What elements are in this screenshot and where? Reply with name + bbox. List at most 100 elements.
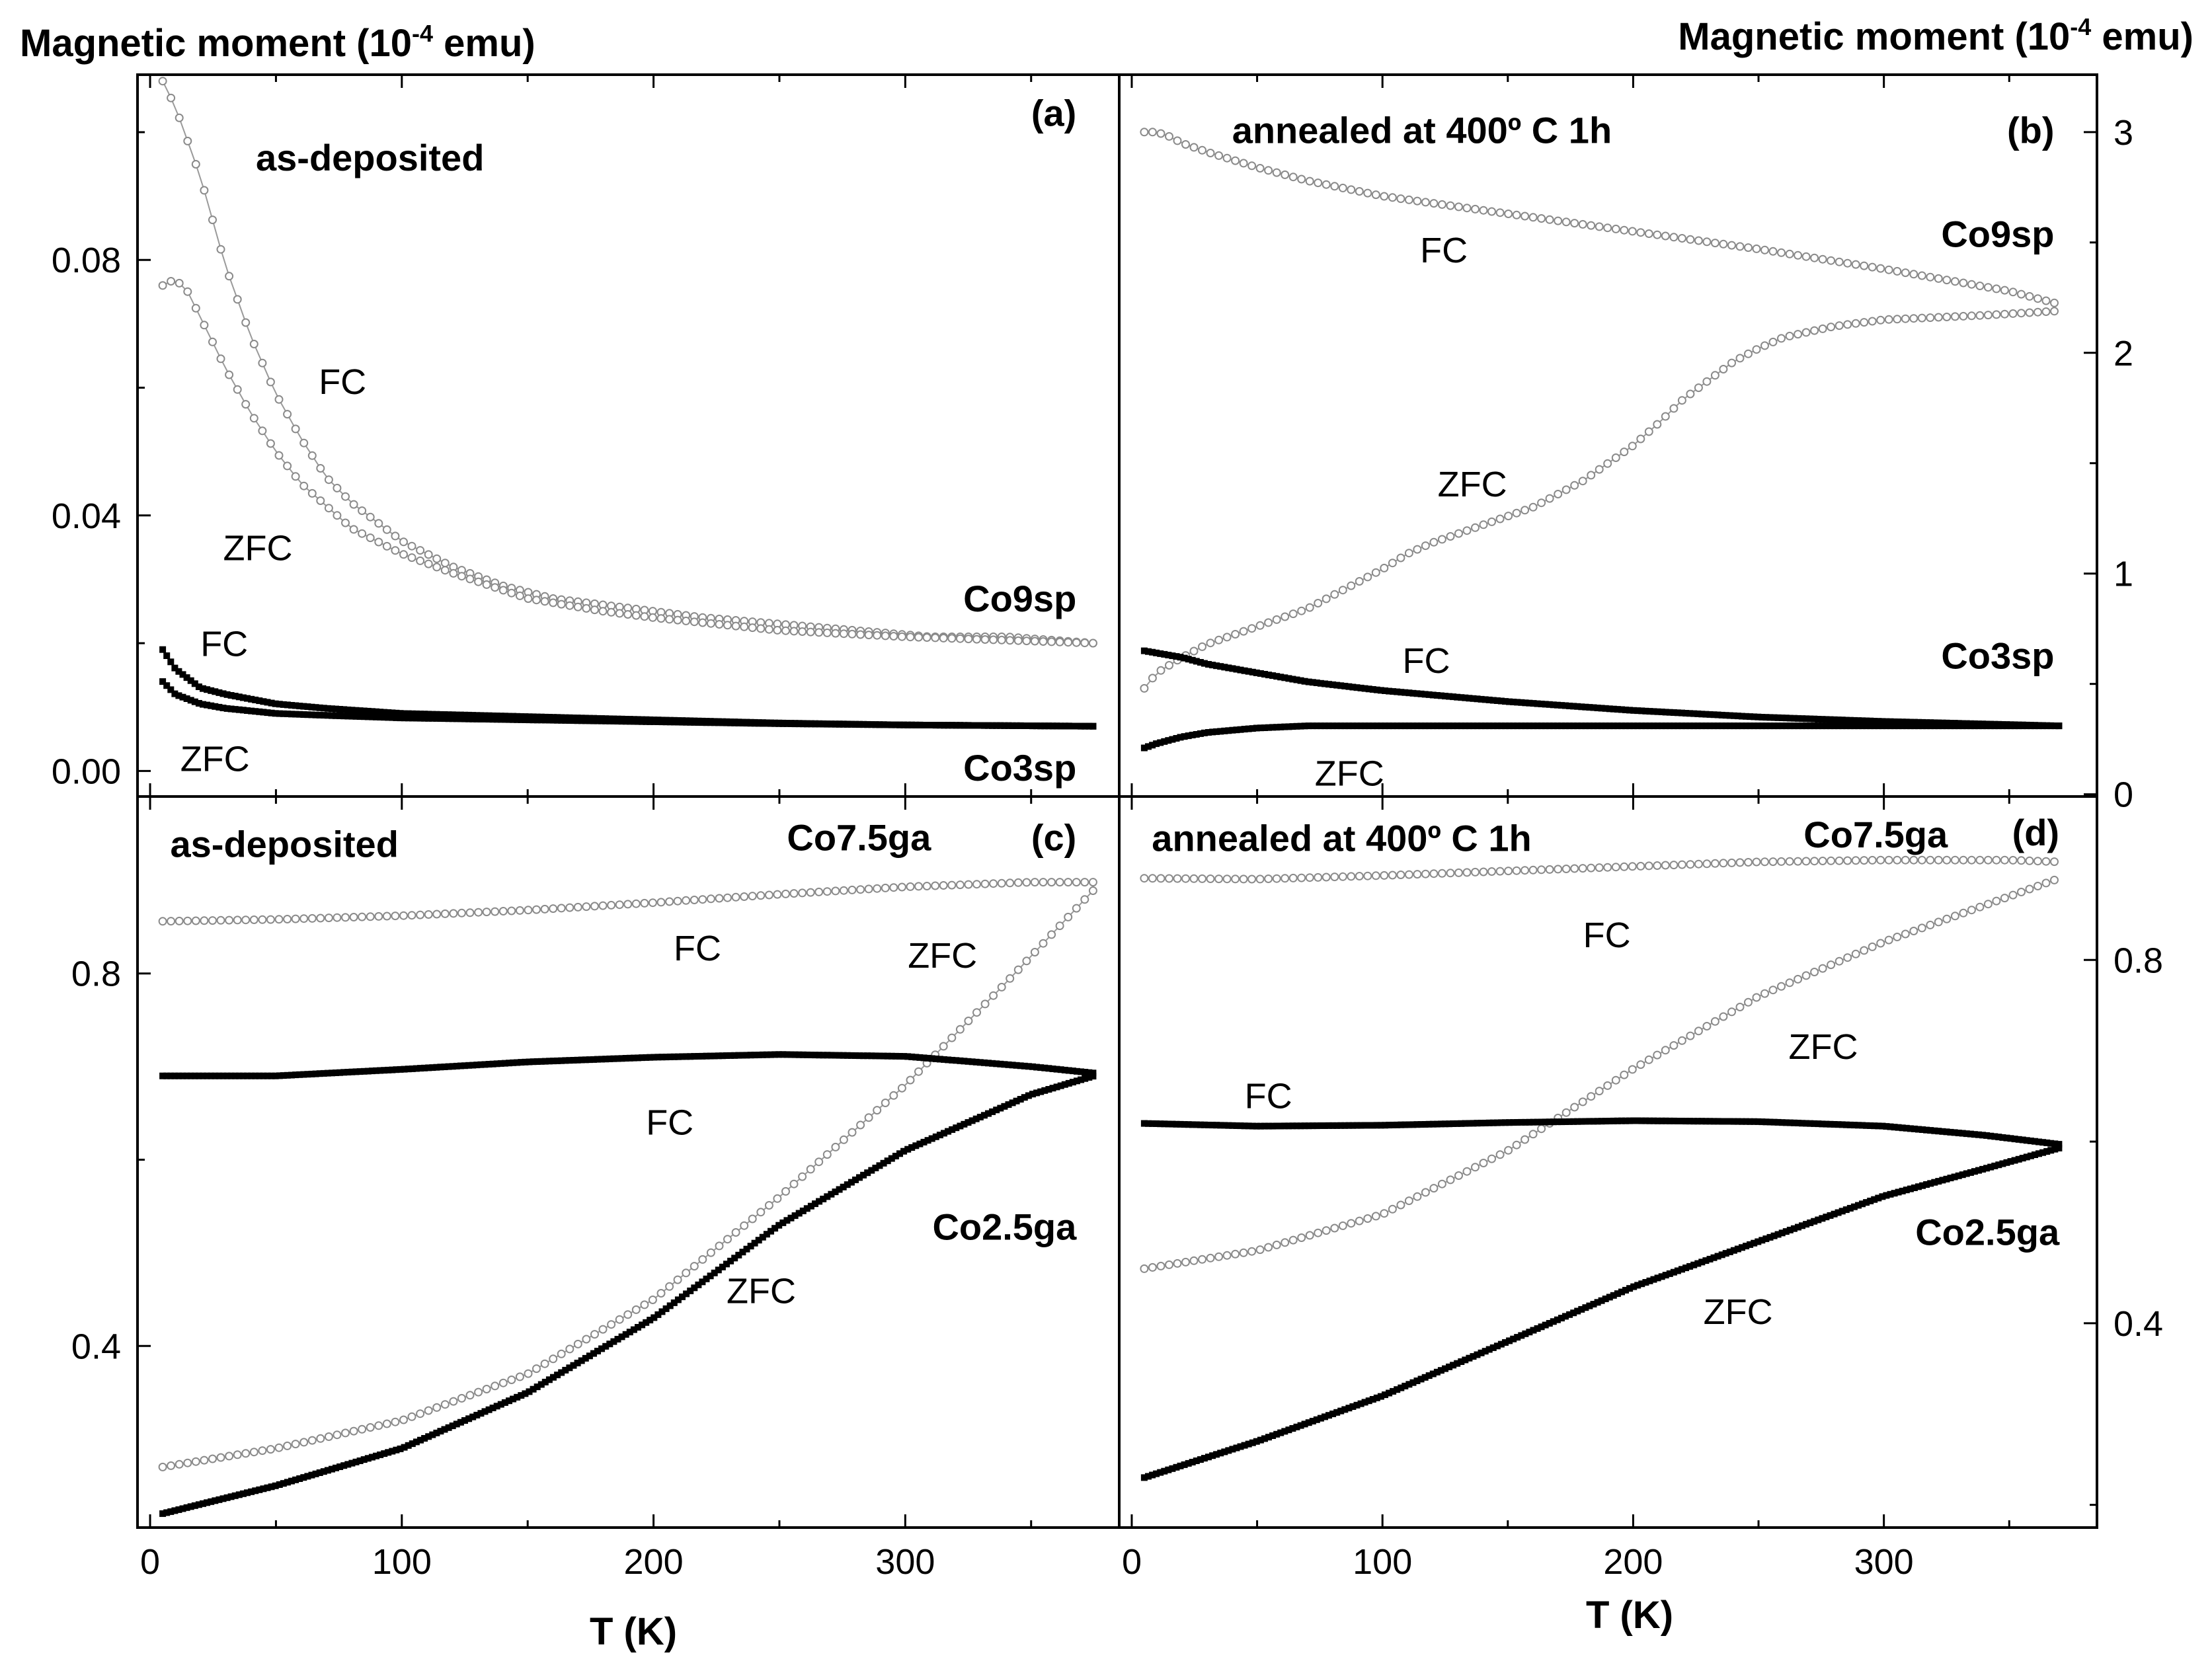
data-point	[324, 1467, 331, 1474]
data-point	[1795, 715, 1801, 722]
data-point	[731, 1228, 740, 1237]
data-point	[1661, 412, 1670, 421]
data-point	[1189, 656, 1196, 664]
data-point	[1069, 722, 1076, 730]
data-point	[1217, 1122, 1224, 1129]
data-point	[1975, 902, 1985, 912]
data-point	[1901, 268, 1910, 278]
data-point	[1590, 722, 1597, 730]
data-point	[557, 600, 566, 609]
data-point	[1919, 719, 1926, 726]
data-point	[1838, 1208, 1846, 1215]
data-point	[658, 1054, 666, 1061]
data-point	[1421, 1121, 1429, 1128]
data-point	[1510, 699, 1517, 705]
data-point	[524, 594, 533, 603]
data-point	[1634, 722, 1641, 730]
data-point	[1386, 687, 1393, 695]
data-point	[1587, 471, 1596, 480]
data-point	[852, 1052, 859, 1059]
data-point	[884, 721, 891, 728]
data-point	[1578, 219, 1587, 229]
data-point	[1257, 1122, 1264, 1130]
data-point	[1466, 695, 1473, 702]
data-point	[831, 886, 840, 896]
series-line	[1144, 131, 2055, 304]
data-point	[719, 1263, 726, 1270]
data-point	[1594, 705, 1601, 711]
data-point	[1670, 1268, 1677, 1276]
data-point	[1265, 672, 1272, 679]
data-point	[1404, 1196, 1413, 1206]
data-point	[1967, 311, 1976, 321]
data-point	[773, 625, 782, 635]
data-point	[1437, 692, 1444, 699]
data-point	[1322, 1413, 1328, 1420]
data-point	[1201, 729, 1208, 736]
data-point	[631, 611, 641, 620]
data-point	[1831, 1121, 1838, 1128]
data-point	[1819, 722, 1826, 730]
data-point	[916, 1054, 924, 1061]
data-point	[1739, 713, 1745, 720]
data-point	[922, 882, 931, 890]
data-point	[1502, 1119, 1509, 1126]
data-point	[1189, 143, 1199, 152]
data-point	[723, 719, 730, 726]
data-point	[1272, 1240, 1281, 1249]
data-point	[425, 1433, 432, 1440]
data-point	[607, 900, 616, 910]
data-point	[820, 720, 827, 728]
data-point	[1545, 494, 1554, 503]
data-point	[1273, 1430, 1281, 1438]
data-point	[200, 186, 209, 195]
data-point	[1487, 517, 1496, 526]
data-point	[1454, 1120, 1461, 1127]
data-point	[908, 721, 916, 728]
data-point	[258, 915, 267, 924]
data-point	[1518, 1118, 1525, 1126]
data-point	[1442, 693, 1448, 700]
data-point	[1801, 328, 1811, 337]
data-point	[932, 1133, 939, 1140]
data-point	[1322, 722, 1328, 730]
data-point	[349, 525, 358, 534]
data-point	[171, 690, 178, 697]
data-point	[457, 711, 464, 719]
data-point	[227, 1072, 235, 1079]
data-point	[1198, 145, 1206, 155]
data-point	[1770, 1232, 1778, 1239]
data-point	[1377, 1393, 1384, 1400]
data-point	[1380, 1209, 1389, 1218]
data-point	[2043, 722, 2051, 730]
data-point	[586, 1056, 593, 1064]
data-point	[1396, 194, 1405, 204]
data-point	[1458, 1358, 1465, 1365]
data-point	[1570, 703, 1577, 710]
data-point	[1471, 523, 1480, 532]
data-point	[1909, 927, 1918, 935]
data-point	[324, 705, 331, 712]
data-point	[775, 720, 783, 727]
data-point	[360, 1456, 368, 1463]
data-point	[1677, 1036, 1686, 1045]
data-point	[839, 886, 848, 895]
data-point	[336, 1069, 344, 1076]
data-point	[1790, 715, 1797, 722]
data-point	[364, 707, 372, 715]
data-point	[1009, 722, 1016, 729]
data-point	[1943, 722, 1950, 730]
data-point	[961, 1120, 968, 1128]
data-point	[1421, 722, 1429, 730]
data-point	[997, 1060, 1004, 1068]
data-point	[1799, 1120, 1805, 1127]
data-point	[651, 1054, 658, 1061]
data-point	[573, 602, 582, 611]
data-point	[1690, 1261, 1698, 1268]
data-point	[175, 692, 182, 699]
data-point	[1534, 700, 1541, 707]
data-point	[924, 722, 931, 728]
data-point	[755, 1237, 762, 1244]
data-point	[666, 1053, 674, 1060]
data-point	[1363, 188, 1372, 198]
